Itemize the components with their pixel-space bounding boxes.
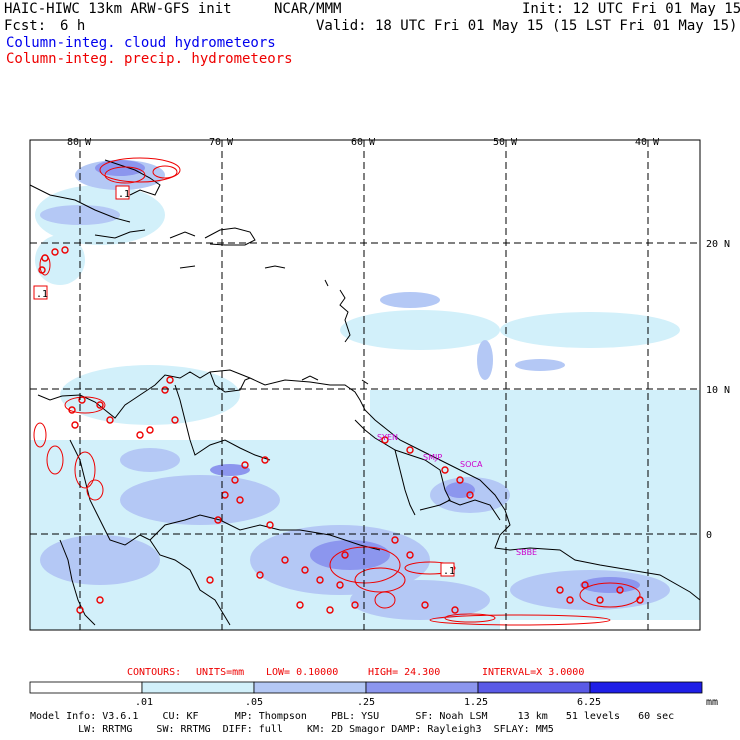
station-label: SBBE — [516, 548, 537, 557]
contour-info: CONTOURS: UNITS=mm LOW= 0.10000 HIGH= 24… — [0, 667, 740, 681]
colorbar-tick: .05 — [245, 697, 264, 708]
contour-interval: INTERVAL=X 3.0000 — [482, 667, 585, 678]
lon-label: 80 W — [67, 137, 92, 148]
lon-label: 50 W — [493, 137, 518, 148]
station-label: SOCA — [460, 460, 483, 469]
coastlines — [29, 159, 701, 626]
precip-cells — [38, 246, 644, 614]
colorbar-tick: 6.25 — [577, 697, 602, 708]
colorbar-unit: mm — [706, 697, 719, 708]
colorbar — [29, 681, 703, 694]
forecast-hour: 6 h — [60, 18, 86, 34]
cloud-shading — [30, 160, 700, 630]
model-info-line1: Model Info: V3.6.1 CU: KF MP: Thompson P… — [30, 711, 675, 722]
lon-label: 60 W — [351, 137, 376, 148]
contour-high: HIGH= 24.300 — [368, 667, 441, 678]
station-label: SYEN — [377, 433, 398, 442]
colorbar-tick: .25 — [357, 697, 376, 708]
max-marker-label: .1 — [36, 289, 48, 300]
station-label: SMJP — [423, 453, 442, 462]
lon-label: 40 W — [635, 137, 660, 148]
org-label: NCAR/MMM — [274, 1, 342, 17]
field-precip-title: Column-integ. precip. hydrometeors — [6, 51, 293, 67]
contour-label: CONTOURS: — [127, 667, 182, 678]
lat-label: 20 N — [706, 239, 730, 250]
model-title: HAIC-HIWC 13km ARW-GFS init — [4, 1, 232, 17]
colorbar-tick: .01 — [135, 697, 154, 708]
map-frame — [29, 139, 701, 631]
max-markers — [33, 185, 455, 577]
lat-label: 0 — [706, 530, 712, 541]
latlon-grid — [30, 140, 700, 630]
contour-units: UNITS=mm — [196, 667, 245, 678]
field-cloud-title: Column-integ. cloud hydrometeors — [6, 35, 276, 51]
colorbar-tick: 1.25 — [464, 697, 489, 708]
max-marker-label: .1 — [118, 189, 130, 200]
lon-label: 70 W — [209, 137, 234, 148]
forecast-label: Fcst: — [4, 18, 47, 34]
init-time: Init: 12 UTC Fri 01 May 15 — [522, 1, 740, 17]
lat-label: 10 N — [706, 385, 730, 396]
precip-contours — [33, 157, 641, 626]
valid-time: Valid: 18 UTC Fri 01 May 15 (15 LST Fri … — [316, 18, 738, 34]
contour-low: LOW= 0.10000 — [266, 667, 339, 678]
model-info-line2: LW: RRTMG SW: RRTMG DIFF: full KM: 2D Sm… — [30, 724, 554, 735]
max-marker-label: .1 — [443, 566, 455, 577]
